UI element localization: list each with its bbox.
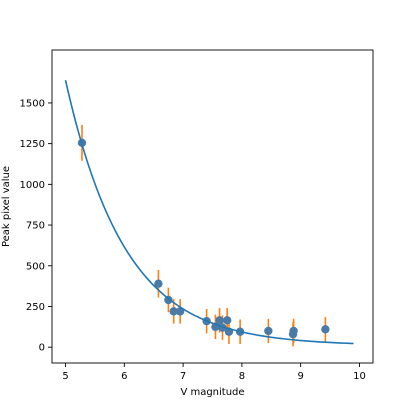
x-tick-label-3: 8 — [239, 371, 245, 382]
x-tick-label-2: 7 — [180, 371, 186, 382]
plot-area — [52, 50, 373, 363]
y-tick-label-0: 0 — [39, 343, 45, 354]
fit-curve — [64, 79, 354, 345]
data-point-7 — [215, 316, 224, 325]
x-tick-label-5: 10 — [353, 371, 366, 382]
data-point-9 — [222, 316, 232, 325]
y-tick-label-4: 1000 — [20, 180, 45, 191]
data-point-14 — [289, 326, 298, 336]
axes-layer: 5 6 7 8 9 10 0 250 500 750 1000 1250 1500 — [20, 49, 374, 382]
y-tick-label-6: 1500 — [20, 98, 45, 109]
axes-frame — [51, 49, 374, 364]
y-tick-label-5: 1250 — [20, 139, 45, 150]
y-tick-label-2: 500 — [26, 261, 45, 272]
data-point-12 — [264, 326, 273, 336]
y-tick-label-1: 250 — [26, 302, 45, 313]
data-point-1 — [154, 279, 163, 288]
x-tick-label-0: 5 — [62, 371, 68, 382]
data-point-3 — [169, 307, 178, 316]
y-tick-label-3: 750 — [26, 221, 45, 232]
x-tick-label-4: 9 — [297, 371, 303, 382]
y-axis-label: Peak pixel value — [1, 166, 12, 247]
x-tick-label-1: 6 — [121, 371, 127, 382]
data-layer — [64, 79, 354, 347]
data-point-15 — [321, 325, 330, 334]
x-axis-label: V magnitude — [180, 387, 244, 398]
